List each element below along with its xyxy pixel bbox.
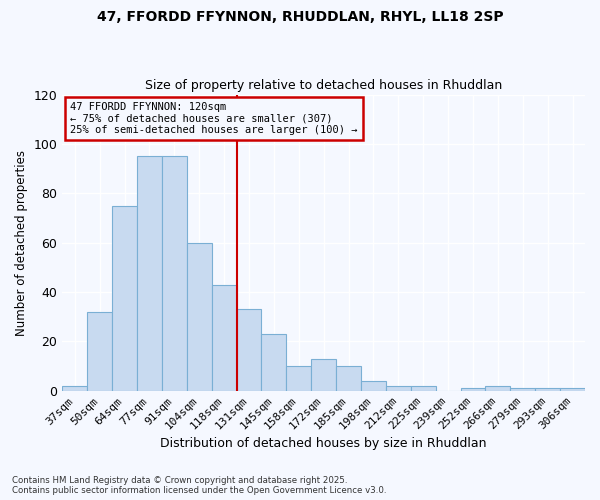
Y-axis label: Number of detached properties: Number of detached properties: [15, 150, 28, 336]
Bar: [311, 359, 336, 391]
X-axis label: Distribution of detached houses by size in Rhuddlan: Distribution of detached houses by size …: [160, 437, 487, 450]
Bar: [137, 156, 162, 391]
Bar: [286, 366, 311, 391]
Bar: [262, 334, 286, 391]
Bar: [485, 386, 511, 391]
Bar: [212, 284, 236, 391]
Bar: [461, 388, 485, 391]
Bar: [535, 388, 560, 391]
Title: Size of property relative to detached houses in Rhuddlan: Size of property relative to detached ho…: [145, 79, 502, 92]
Bar: [87, 312, 112, 391]
Bar: [112, 206, 137, 391]
Bar: [411, 386, 436, 391]
Bar: [361, 381, 386, 391]
Bar: [187, 242, 212, 391]
Bar: [560, 388, 585, 391]
Bar: [236, 310, 262, 391]
Bar: [386, 386, 411, 391]
Text: 47, FFORDD FFYNNON, RHUDDLAN, RHYL, LL18 2SP: 47, FFORDD FFYNNON, RHUDDLAN, RHYL, LL18…: [97, 10, 503, 24]
Bar: [162, 156, 187, 391]
Bar: [62, 386, 87, 391]
Text: 47 FFORDD FFYNNON: 120sqm
← 75% of detached houses are smaller (307)
25% of semi: 47 FFORDD FFYNNON: 120sqm ← 75% of detac…: [70, 102, 358, 135]
Bar: [336, 366, 361, 391]
Bar: [511, 388, 535, 391]
Text: Contains HM Land Registry data © Crown copyright and database right 2025.
Contai: Contains HM Land Registry data © Crown c…: [12, 476, 386, 495]
